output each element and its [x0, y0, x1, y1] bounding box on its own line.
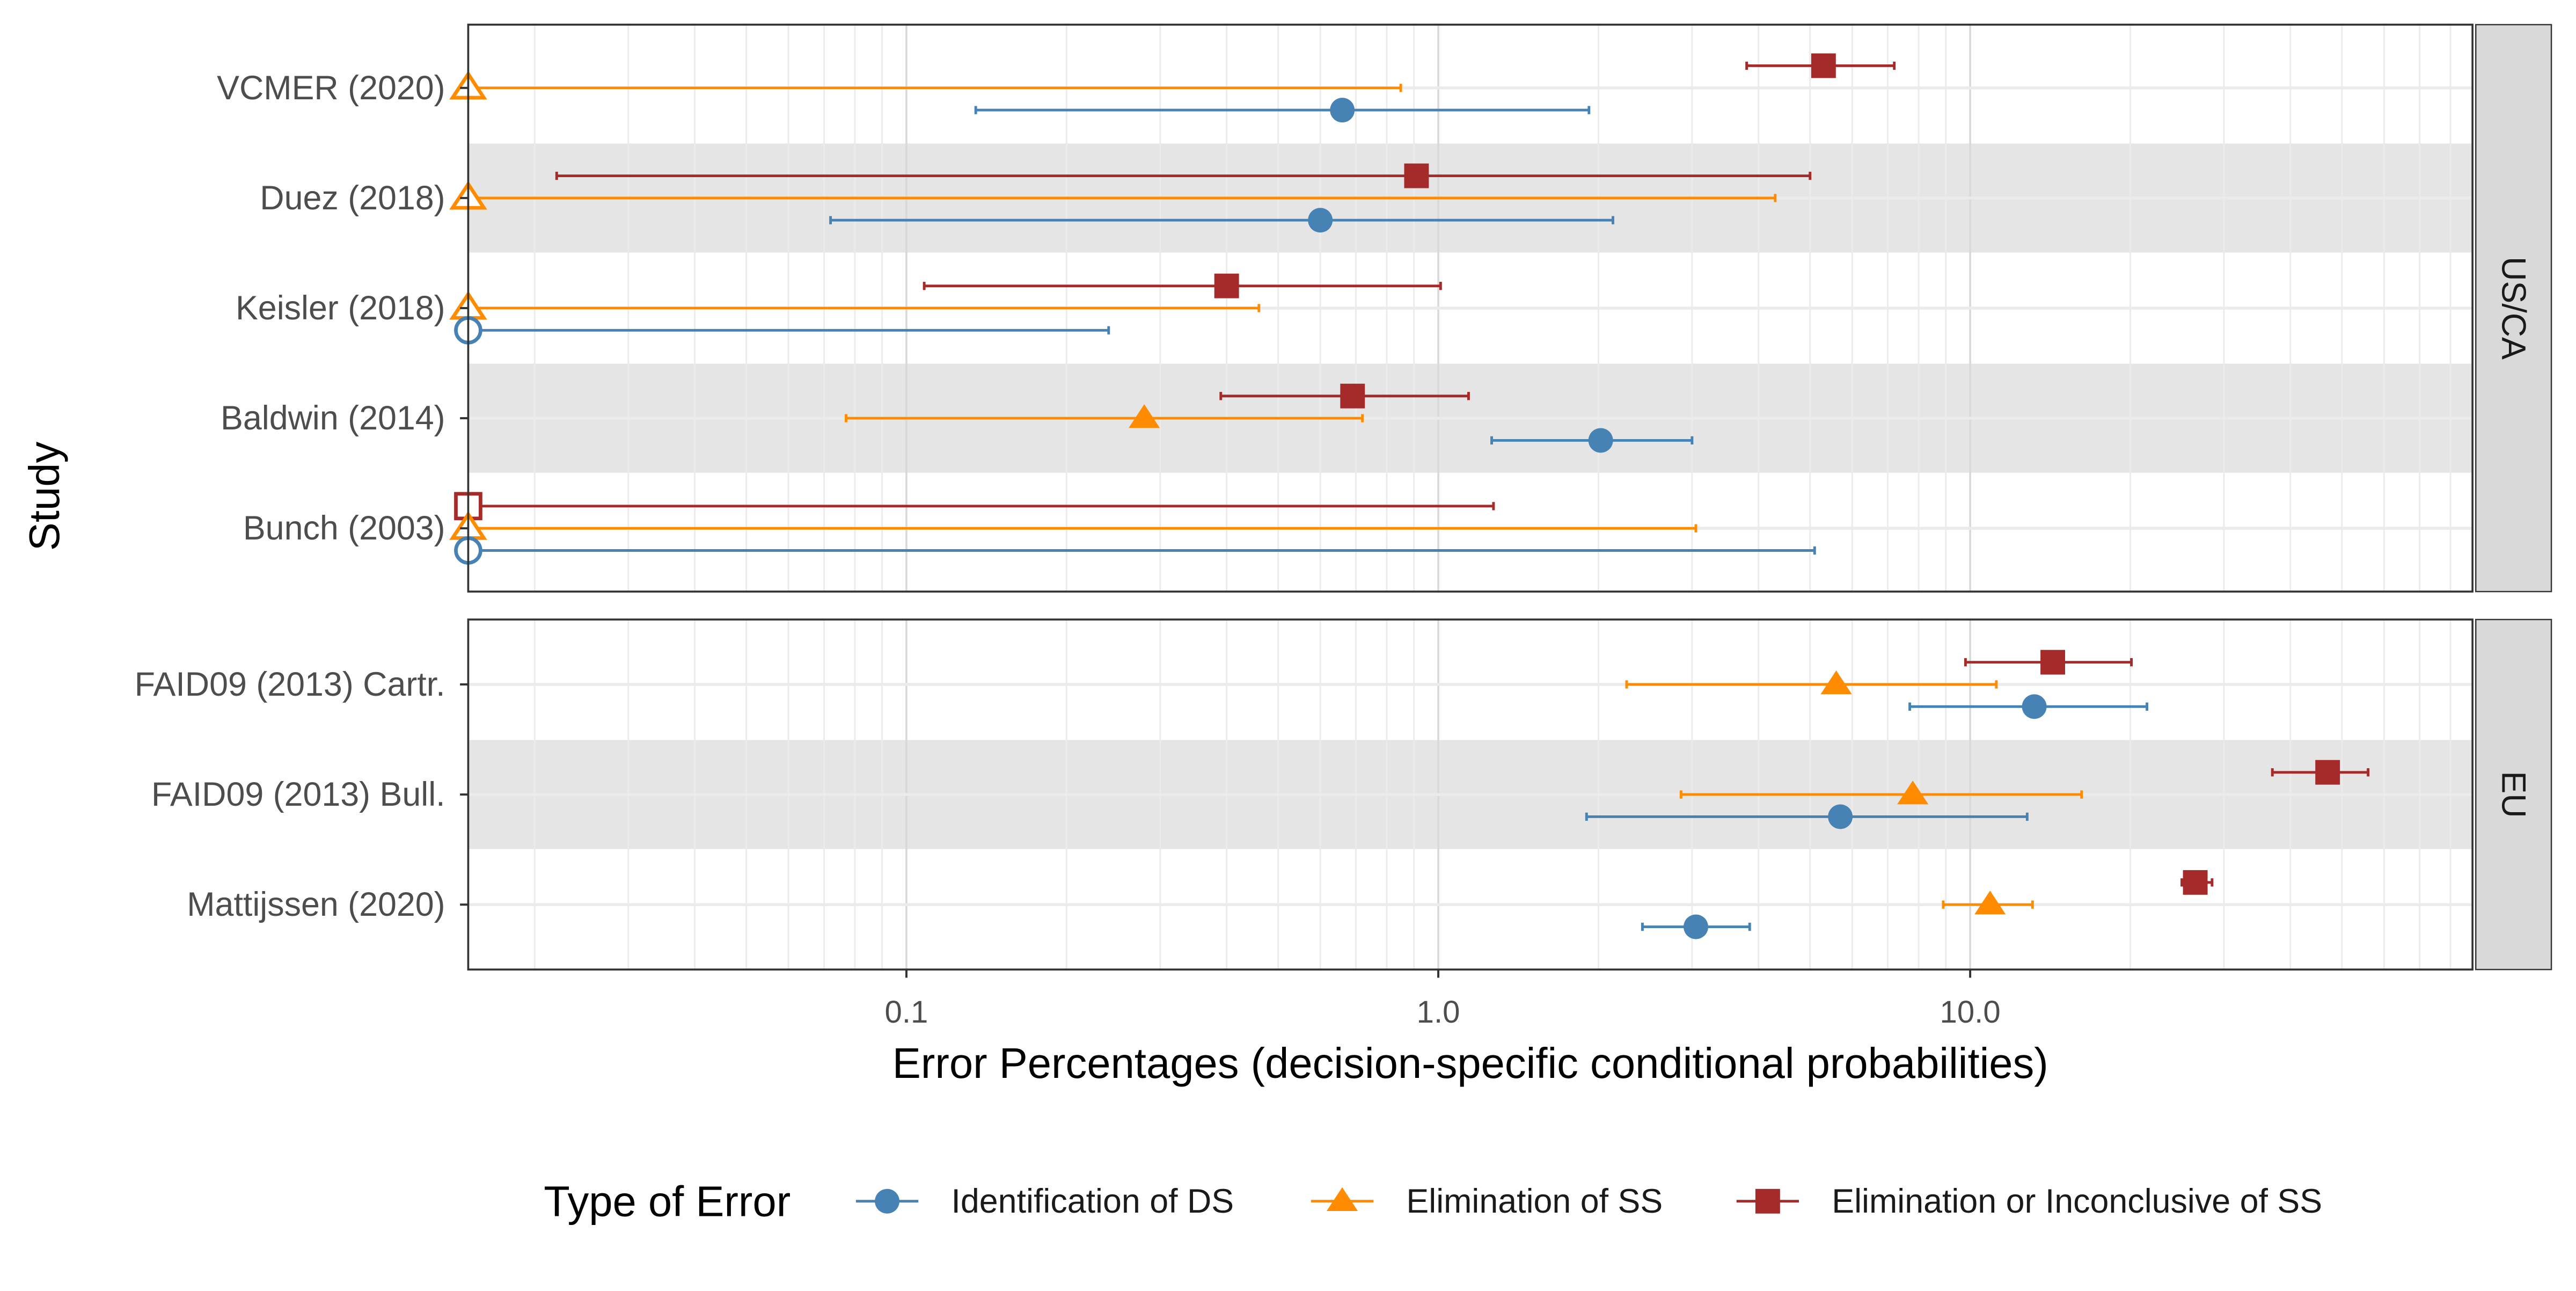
legend-title: Type of Error	[544, 1177, 791, 1225]
point-ds	[2022, 694, 2047, 719]
study-row	[449, 53, 1896, 123]
study-row	[1625, 650, 2149, 719]
point-eiss	[1404, 163, 1429, 188]
legend: Type of Error Identification of DS Elimina…	[544, 1177, 2322, 1225]
point-ds	[1588, 428, 1613, 453]
legend-key-marker	[875, 1188, 900, 1214]
y-tick-label: Mattijssen (2020)	[187, 886, 445, 923]
y-tick-label: FAID09 (2013) Bull.	[151, 776, 445, 813]
point-eiss	[1340, 383, 1365, 409]
panel-us-ca: VCMER (2020) Duez (2018) Keisler (2018) Bal…	[217, 24, 2552, 593]
point-ds	[1828, 804, 1853, 829]
facet-strip-label: EU	[2495, 771, 2533, 818]
legend-label: Elimination of SS	[1406, 1183, 1663, 1220]
study-row	[449, 163, 1812, 233]
panel-eu: FAID09 (2013) Cartr. FAID09 (2013) Bull. M…	[135, 618, 2552, 971]
y-tick-label: Bunch (2003)	[243, 509, 445, 547]
legend-item-ds: Identification of DS	[855, 1183, 1234, 1220]
legend-key-marker	[1326, 1187, 1358, 1211]
point-eiss	[1811, 53, 1836, 78]
point-ds	[1330, 98, 1355, 123]
point-ss	[1820, 670, 1852, 695]
study-row	[1641, 870, 2214, 939]
point-ss	[1129, 404, 1160, 428]
legend-label: Elimination or Inconclusive of SS	[1832, 1183, 2322, 1220]
point-eiss	[1214, 273, 1239, 298]
point-eiss	[2183, 870, 2208, 895]
study-row	[1585, 760, 2370, 829]
x-tick-label: 0.1	[885, 995, 928, 1030]
point-ss	[1974, 891, 2006, 915]
facet-strip	[2475, 24, 2552, 593]
y-tick-label: Keisler (2018)	[236, 289, 445, 327]
x-axis-title: Error Percentages (decision-specific con…	[892, 1039, 2048, 1087]
y-tick-label: Duez (2018)	[260, 179, 445, 217]
x-tick-label: 10.0	[1940, 995, 2001, 1030]
point-ds	[1308, 208, 1333, 233]
point-eiss	[2040, 650, 2066, 675]
y-tick-label: Baldwin (2014)	[221, 399, 445, 437]
legend-key-marker	[1755, 1188, 1780, 1214]
point-eiss	[2315, 760, 2340, 785]
point-ds	[1684, 914, 1708, 939]
legend-label: Identification of DS	[951, 1183, 1234, 1220]
study-row	[845, 383, 1694, 453]
legend-item-eiss: Elimination or Inconclusive of SS	[1736, 1183, 2322, 1220]
y-tick-label: VCMER (2020)	[217, 69, 445, 107]
legend-item-ss: Elimination of SS	[1311, 1183, 1663, 1220]
x-tick-label: 1.0	[1417, 995, 1460, 1030]
facet-strip-label: US/CA	[2495, 257, 2533, 360]
point-ss	[1897, 781, 1929, 805]
y-tick-label: FAID09 (2013) Cartr.	[135, 666, 445, 703]
y-axis-title: Study	[20, 442, 68, 551]
facet-strip	[2475, 618, 2552, 971]
